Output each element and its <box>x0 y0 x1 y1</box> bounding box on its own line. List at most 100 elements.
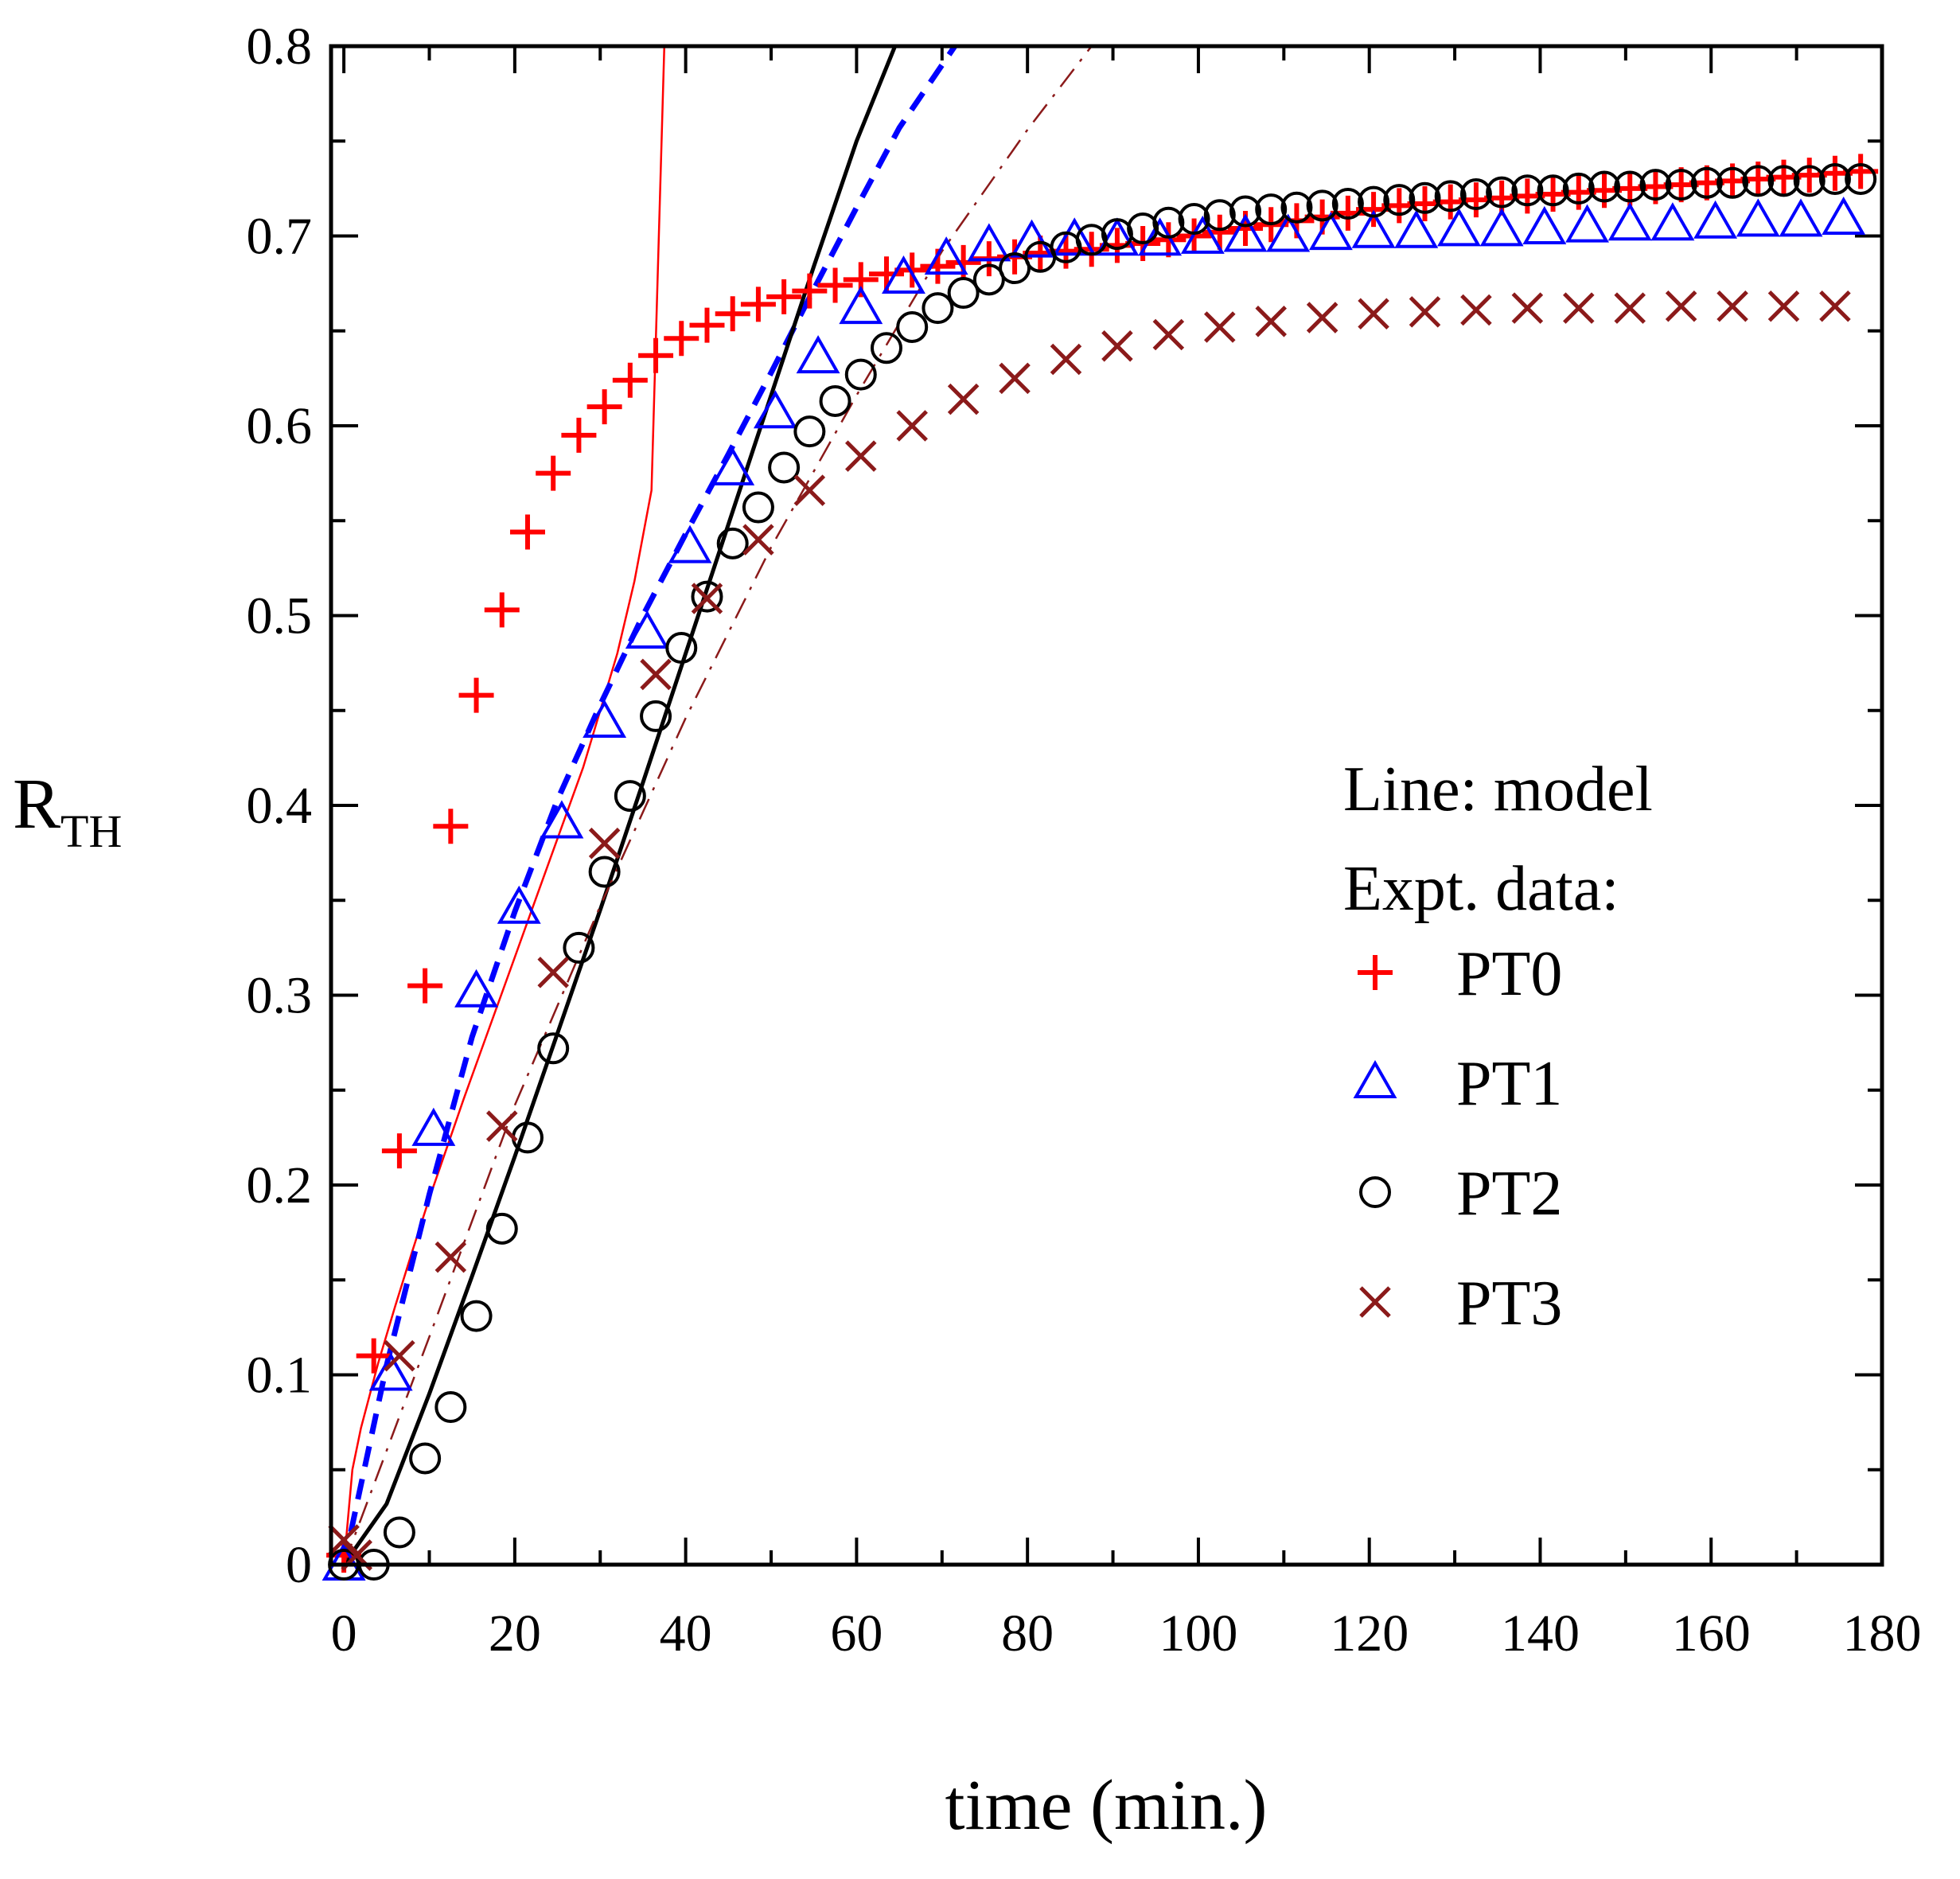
pt2-point <box>1152 206 1185 239</box>
pt2-point <box>1614 170 1646 203</box>
pt2-point <box>896 310 929 343</box>
pt0-point <box>458 677 494 713</box>
pt2-point <box>972 263 1005 296</box>
y-tick-label: 0.5 <box>247 587 313 645</box>
pt2-point <box>460 1300 493 1332</box>
legend-marker-pt0 <box>1358 955 1393 990</box>
pt2-point <box>1331 187 1364 220</box>
pt1-point <box>668 524 712 563</box>
pt2-point <box>563 931 595 964</box>
pt3-point <box>1152 318 1185 351</box>
legend-marker-pt2 <box>1359 1176 1391 1208</box>
legend-entry-pt3: PT3 <box>1359 1269 1562 1339</box>
pt0-point <box>484 592 520 628</box>
pt0-point <box>740 287 776 322</box>
pt2-point <box>870 332 902 364</box>
y-tick-label: 0.6 <box>247 397 313 455</box>
pt2-point <box>768 451 801 484</box>
model-lines <box>341 46 1093 1565</box>
pt1-point <box>882 255 925 294</box>
pt0-point <box>381 1133 417 1169</box>
pt0-point <box>715 296 750 332</box>
x-tick-label: 40 <box>660 1604 712 1663</box>
legend-label-pt3: PT3 <box>1456 1269 1562 1339</box>
x-tick-label: 0 <box>331 1604 357 1663</box>
pt1-point <box>368 1352 413 1391</box>
pt0-point <box>407 968 443 1004</box>
pt3-point <box>1460 294 1492 326</box>
pt3-point <box>1255 306 1287 337</box>
pt1-point <box>583 700 627 739</box>
pt2-point <box>1845 162 1877 195</box>
pt2-point <box>383 1516 415 1549</box>
legend-label-pt1: PT1 <box>1456 1049 1562 1119</box>
pt0-point <box>586 389 622 425</box>
pt1-point <box>1437 208 1481 247</box>
pt0-point <box>536 455 571 491</box>
pt3-point <box>1511 292 1544 324</box>
x-tick-label: 180 <box>1843 1604 1922 1663</box>
x-tick-label: 100 <box>1159 1604 1237 1663</box>
pt2-point <box>665 632 698 665</box>
pt2-point <box>1562 172 1595 205</box>
pt2-point <box>922 292 954 325</box>
pt2-point <box>1178 203 1210 236</box>
x-tick-label: 60 <box>830 1604 883 1663</box>
pt1-point <box>1736 198 1780 237</box>
pt2-point <box>819 384 851 417</box>
pt3-model-line <box>342 46 1093 1565</box>
pt1-point <box>1693 200 1738 239</box>
pt2-point <box>1716 166 1749 199</box>
pt3-point <box>896 410 928 442</box>
pt2-point <box>1639 169 1672 201</box>
legend-label-pt0: PT0 <box>1456 939 1562 1009</box>
legend-label-pt2: PT2 <box>1456 1159 1562 1229</box>
pt1-point <box>753 390 797 429</box>
y-tick-label: 0.2 <box>247 1156 313 1214</box>
pt0-point <box>894 252 930 288</box>
pt2-point <box>1280 191 1313 224</box>
x-tick-label: 80 <box>1001 1604 1054 1663</box>
pt0-point <box>792 273 828 309</box>
pt1-point <box>796 335 840 374</box>
pt2-point <box>1358 185 1390 218</box>
pt2-point <box>1127 212 1159 244</box>
pt2-point <box>1690 166 1723 199</box>
pt0-point <box>638 337 674 373</box>
tick-labels: 0 20 40 60 80 100 120 140 160 180 0 0.1 0.2 0.3 0.4 0.5… <box>247 18 1922 1663</box>
pt2-point <box>1075 224 1108 256</box>
pt3-point <box>1409 296 1441 328</box>
pt0-point <box>433 809 469 844</box>
pt2-point <box>742 491 774 524</box>
pt3-point <box>742 524 774 556</box>
pt2-point <box>947 277 980 310</box>
pt2-point <box>793 415 826 448</box>
pt3-point <box>999 362 1031 395</box>
pt0-point <box>1202 214 1237 250</box>
pt0-point <box>766 279 802 314</box>
pt0-point <box>664 321 699 357</box>
pt2-point <box>1537 174 1569 207</box>
y-tick-label: 0.3 <box>247 967 313 1025</box>
pt2-point <box>1229 195 1261 228</box>
legend-note-line: Line: model <box>1343 754 1653 824</box>
pt1-point <box>1479 208 1524 247</box>
pt3-point <box>384 1339 415 1372</box>
pt1-point <box>1650 202 1695 241</box>
pt0-model-line <box>342 46 666 1565</box>
pt2-point <box>614 780 646 813</box>
pt1-point <box>711 446 755 485</box>
pt1-point <box>924 236 968 275</box>
pt2-point <box>1742 165 1775 197</box>
pt0-point <box>356 1338 392 1374</box>
pt2-point <box>1588 170 1621 203</box>
pt3-point <box>1819 290 1851 322</box>
pt3-point <box>691 583 723 614</box>
pt1-point <box>1308 212 1353 251</box>
pt2-point <box>409 1442 442 1475</box>
pt1-point <box>497 885 541 924</box>
pt3-point <box>1050 343 1082 376</box>
pt1-point <box>1565 204 1609 243</box>
pt1-point <box>1052 217 1097 256</box>
